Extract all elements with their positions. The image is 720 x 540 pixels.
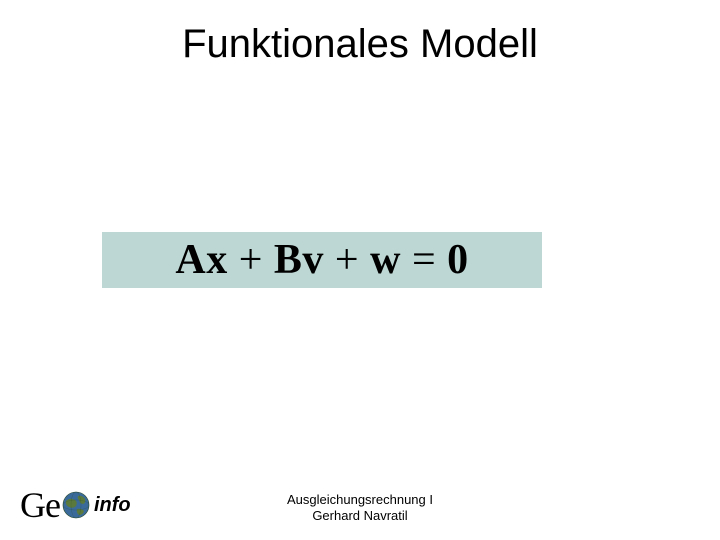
logo-ge-text: Ge	[20, 484, 60, 526]
eq-plus1: +	[228, 237, 274, 283]
eq-x: x	[206, 237, 228, 283]
slide-title: Funktionales Modell	[0, 22, 720, 67]
eq-B: B	[274, 237, 303, 283]
eq-A: A	[175, 237, 206, 283]
equation: Ax + Bv + w = 0	[175, 236, 468, 284]
eq-w: w	[370, 237, 401, 283]
globe-icon	[62, 491, 90, 519]
eq-plus2: +	[324, 237, 370, 283]
logo-info-text: info	[94, 494, 131, 517]
eq-eq: =	[401, 237, 447, 283]
equation-container: Ax + Bv + w = 0	[102, 232, 542, 288]
eq-zero: 0	[447, 237, 469, 283]
eq-v: v	[302, 237, 324, 283]
logo: Ge info	[20, 484, 131, 526]
